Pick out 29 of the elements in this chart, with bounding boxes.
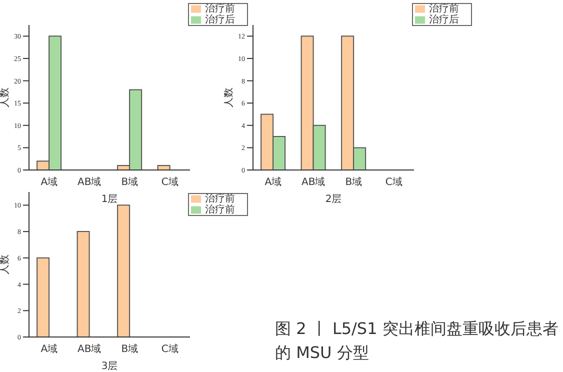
caption: 图 2 丨 L5/S1 突出椎间盘重吸收后患者的 MSU 分型 — [275, 318, 560, 364]
legend-label: 治疗前 — [205, 4, 235, 15]
legend-label: 治疗前 — [205, 194, 235, 205]
x-tick-label: B域 — [345, 176, 362, 188]
y-axis-title: 人数 — [224, 88, 235, 108]
x-axis-title: 3层 — [101, 361, 118, 372]
x-tick-label: B域 — [121, 176, 138, 188]
y-axis-title: 人数 — [0, 88, 11, 108]
legend-label: 治疗前 — [205, 204, 235, 216]
bar — [117, 204, 130, 337]
x-tick-label: B域 — [121, 343, 138, 356]
x-axis-title: 2层 — [325, 194, 342, 205]
bar — [36, 257, 50, 337]
legend-label: 治疗后 — [429, 14, 459, 26]
legend-label: 治疗前 — [429, 4, 459, 15]
legend-label: 治疗后 — [205, 14, 235, 26]
x-tick-label: AB域 — [302, 176, 326, 188]
x-tick-label: AB域 — [78, 343, 102, 356]
bar — [157, 165, 170, 170]
x-tick-label: A域 — [40, 343, 58, 356]
x-tick-label: A域 — [264, 176, 282, 188]
x-tick-label: AB域 — [78, 176, 102, 188]
x-tick-label: C域 — [385, 176, 402, 188]
y-axis-title: 人数 — [0, 254, 11, 274]
bar — [76, 231, 90, 337]
x-tick-label: C域 — [161, 343, 178, 356]
x-tick-label: A域 — [40, 176, 58, 188]
x-axis-title: 1层 — [101, 194, 118, 205]
x-tick-label: C域 — [161, 176, 178, 188]
